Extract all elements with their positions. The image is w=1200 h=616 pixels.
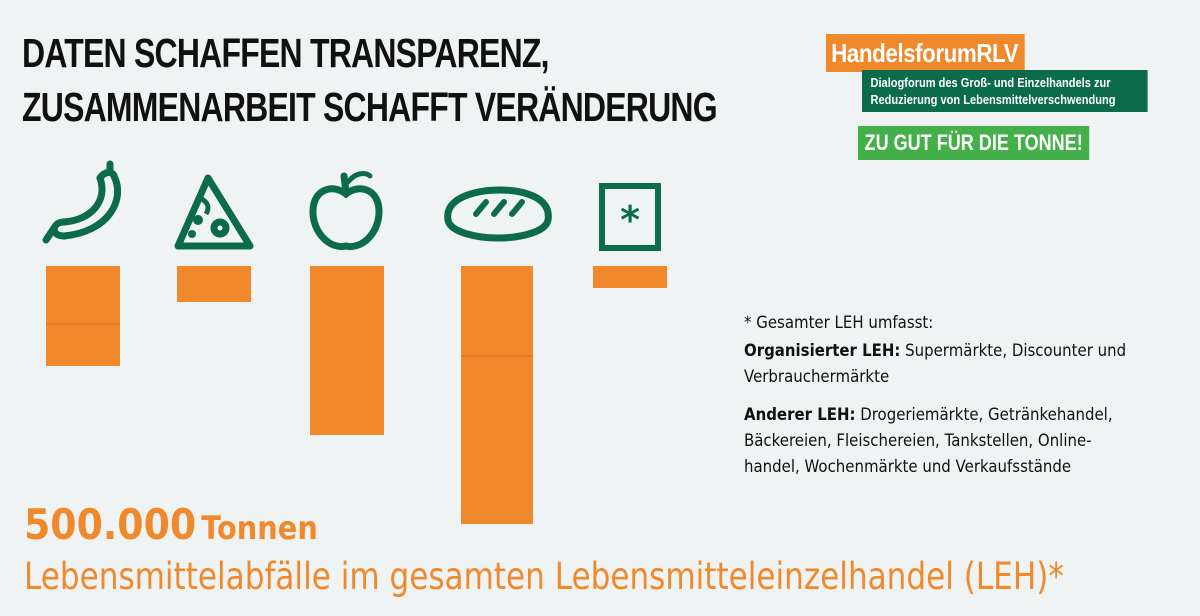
headline-line-2: ZUSAMMENARBEIT SCHAFFT VERÄNDERUNG	[22, 84, 718, 130]
bar-bread	[461, 266, 533, 524]
bar-apple	[310, 266, 384, 435]
logo: HandelsforumRLV Dialogforum des Groß- un…	[826, 34, 1148, 160]
cheese-icon	[174, 174, 254, 250]
bar-sausage	[46, 266, 120, 366]
svg-text:*: *	[620, 198, 640, 242]
bar-cheese	[177, 266, 251, 302]
apple-icon	[309, 171, 383, 250]
note-organized-label: Organisierter LEH:	[744, 341, 901, 361]
logo-subtitle: Dialogforum des Groß- und Einzelhandels …	[862, 70, 1148, 112]
logo-slogan: ZU GUT FÜR DIE TONNE!	[858, 126, 1090, 160]
note-organized: Organisierter LEH: Supermärkte, Discount…	[744, 338, 1140, 390]
logo-subtitle-line-1: Dialogforum des Groß- und Einzelhandels …	[870, 75, 1111, 90]
total-unit: Tonnen	[201, 509, 318, 547]
bar-group	[46, 266, 667, 524]
sausage-icon	[42, 160, 122, 244]
headline-line-1: DATEN SCHAFFEN TRANSPARENZ,	[22, 30, 550, 76]
note-other-label: Anderer LEH:	[744, 405, 856, 425]
bread-icon	[444, 186, 552, 242]
total-amount: 500.000 Tonnen	[24, 500, 318, 549]
other-icon: *	[599, 183, 661, 251]
total-number: 500.000	[24, 500, 197, 549]
bar-other	[593, 266, 667, 288]
note-other: Anderer LEH: Drogeriemärkte, Getränkehan…	[744, 402, 1140, 480]
logo-title: HandelsforumRLV	[826, 34, 1025, 72]
logo-subtitle-line-2: Reduzierung von Lebensmittelverschwendun…	[870, 92, 1116, 107]
note-intro: * Gesamter LEH umfasst:	[744, 313, 934, 333]
leh-note: * Gesamter LEH umfasst: Organisierter LE…	[744, 310, 1140, 492]
note-other-text: Drogeriemärkte, Getränkehandel, Bäckerei…	[744, 405, 1113, 477]
total-caption: Lebensmittelabfälle im gesamten Lebensmi…	[24, 555, 1064, 598]
waste-chart: *	[42, 160, 667, 524]
note-organized-text: Supermärkte, Discounter und Verbraucherm…	[744, 341, 1127, 387]
headline: DATEN SCHAFFEN TRANSPARENZ, ZUSAMMENARBE…	[22, 26, 718, 134]
